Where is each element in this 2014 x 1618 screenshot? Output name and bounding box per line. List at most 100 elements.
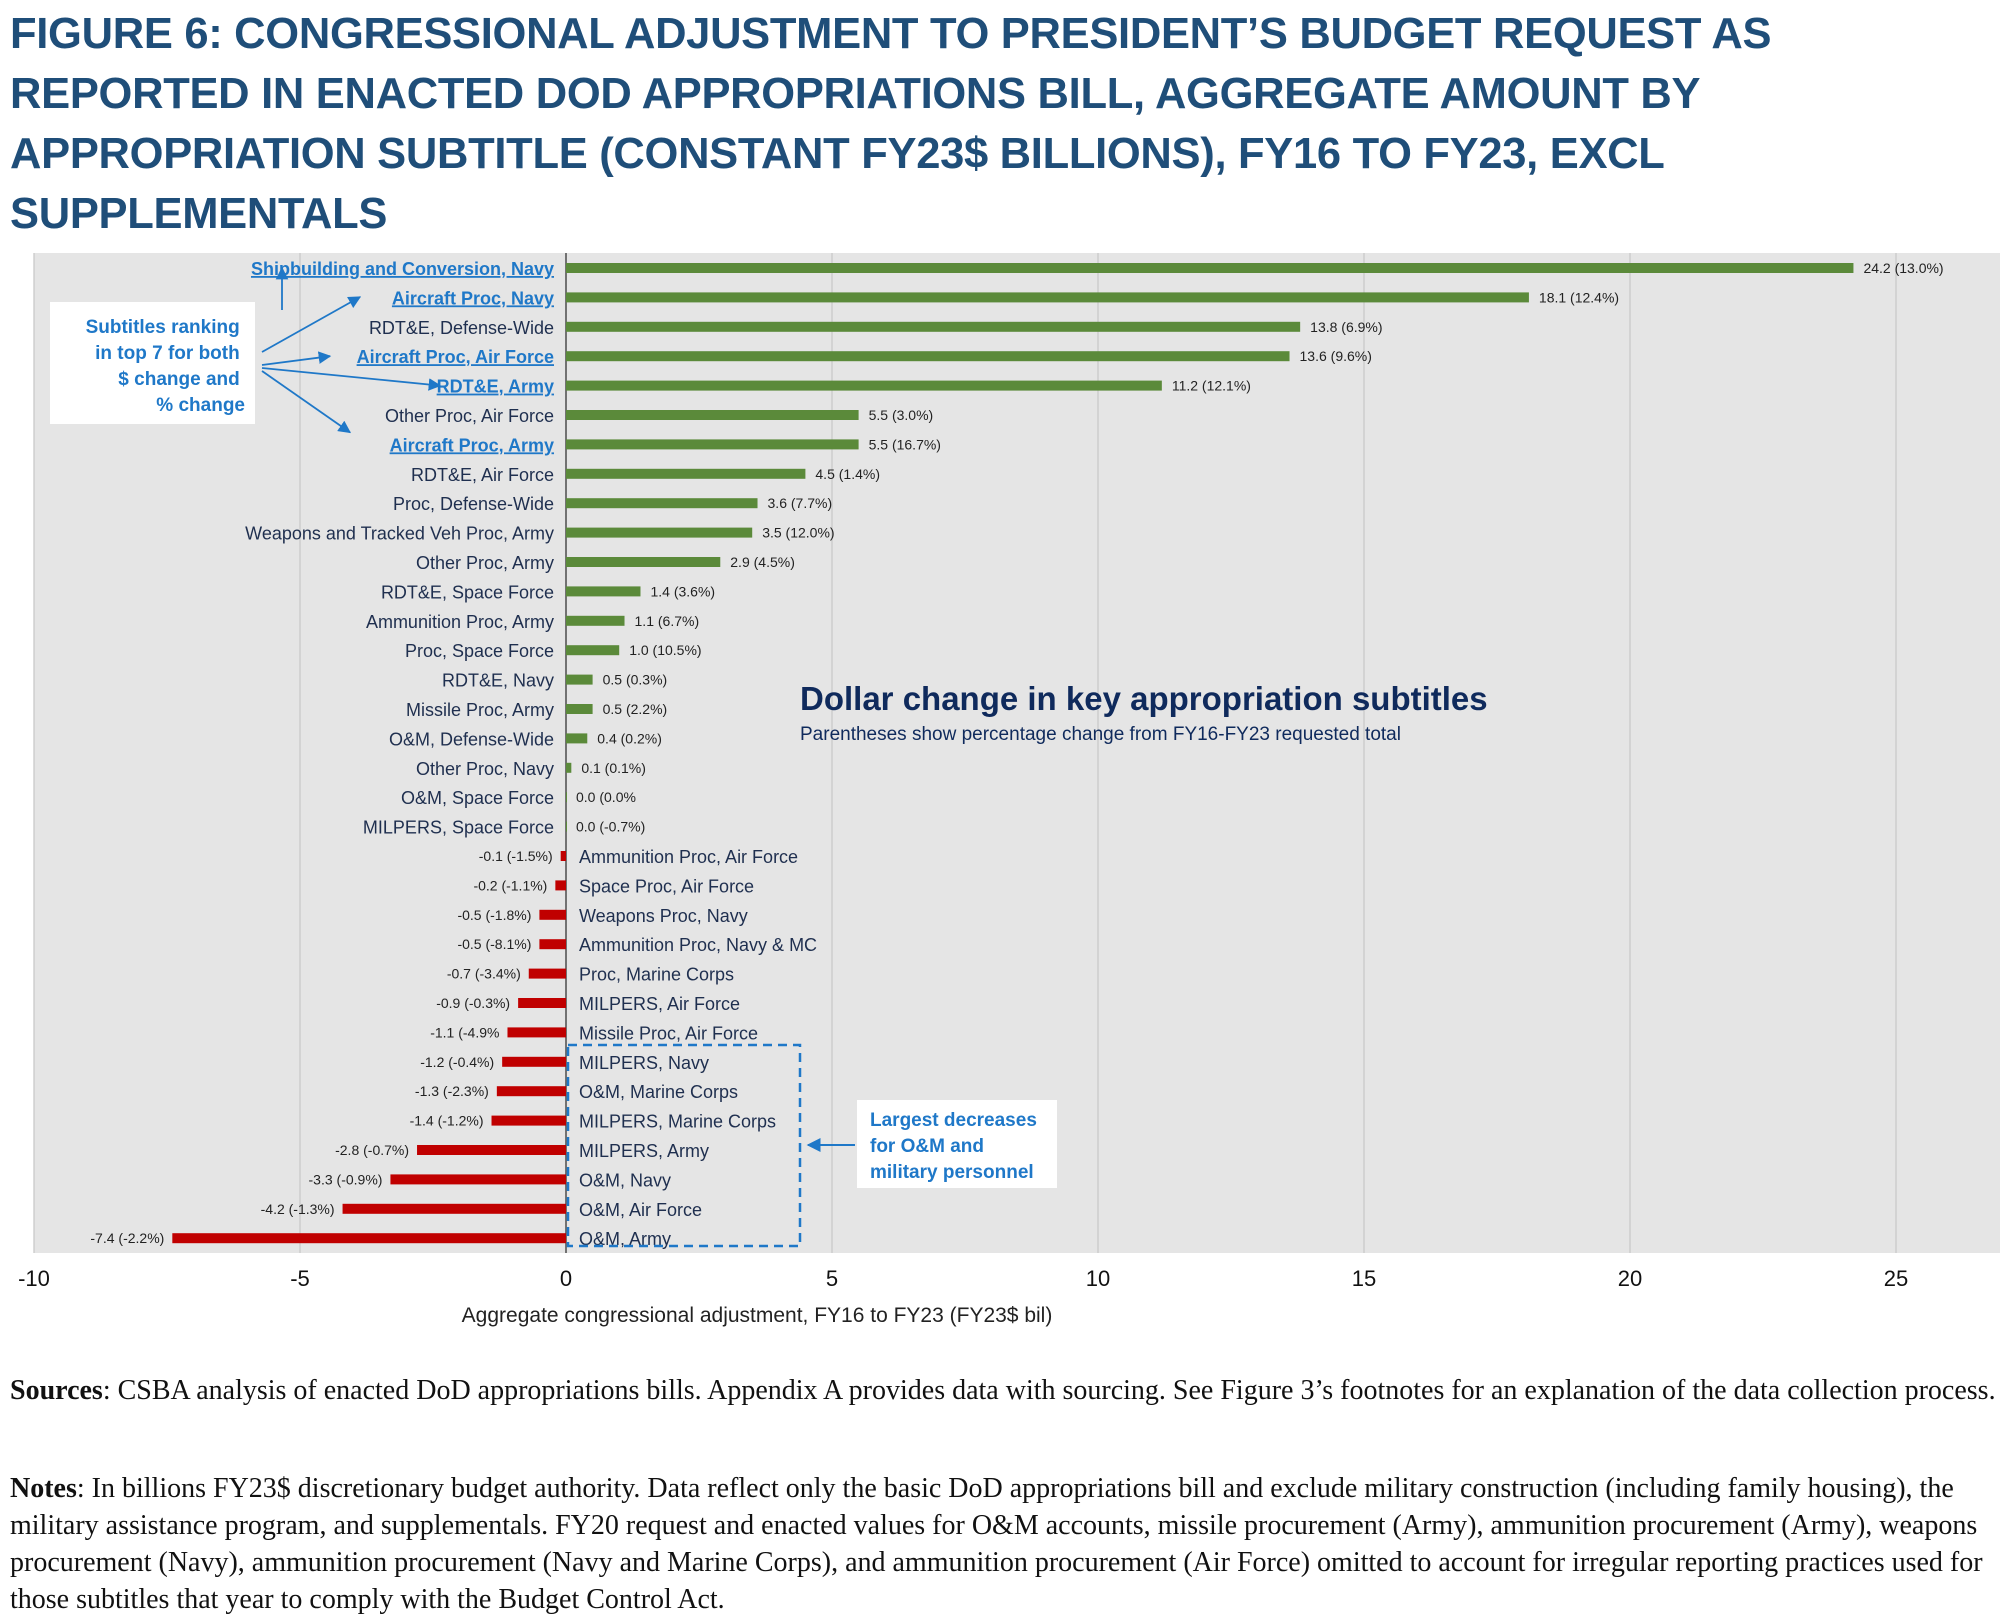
x-tick-label: 5 xyxy=(826,1266,838,1291)
category-label: Aircraft Proc, Army xyxy=(390,435,554,455)
bar xyxy=(172,1233,566,1244)
bar xyxy=(342,1203,566,1214)
category-label: Other Proc, Army xyxy=(416,553,554,573)
bar xyxy=(390,1174,566,1185)
data-label: 3.6 (7.7%) xyxy=(768,495,833,511)
bar xyxy=(566,615,625,626)
category-label: Missile Proc, Army xyxy=(406,700,554,720)
x-axis-label: Aggregate congressional adjustment, FY16… xyxy=(462,1304,1053,1327)
bar xyxy=(566,292,1529,303)
bar xyxy=(507,1027,566,1038)
category-label: Proc, Defense-Wide xyxy=(393,494,554,514)
data-label: -1.4 (-1.2%) xyxy=(410,1113,484,1129)
callout-arrows xyxy=(261,266,442,434)
data-label: -3.3 (-0.9%) xyxy=(309,1171,383,1187)
category-label: RDT&E, Navy xyxy=(442,671,554,691)
data-label: 24.2 (13.0%) xyxy=(1863,260,1943,276)
category-label: RDT&E, Space Force xyxy=(381,582,554,602)
top-ranking-callout-box xyxy=(50,302,255,424)
bar xyxy=(566,263,1854,273)
data-label: -7.4 (-2.2%) xyxy=(90,1230,164,1246)
bar xyxy=(566,410,859,420)
decreases-callout-box xyxy=(857,1100,1057,1188)
x-tick-label: 20 xyxy=(1618,1266,1642,1291)
notes-note: Notes: In billions FY23$ discretionary b… xyxy=(10,1473,1983,1615)
bar xyxy=(566,498,758,509)
chart-title: Dollar change in key appropriation subti… xyxy=(800,680,1488,717)
data-label: 0.5 (2.2%) xyxy=(603,701,668,717)
data-label: -4.2 (-1.3%) xyxy=(261,1201,335,1217)
x-axis-ticks: -10 -5 0 5 10 15 20 25 xyxy=(18,1266,1908,1291)
category-label: Space Proc, Air Force xyxy=(579,876,754,896)
category-label: O&M, Marine Corps xyxy=(579,1082,738,1102)
data-label: 0.0 (-0.7%) xyxy=(576,819,645,835)
data-label: 3.5 (12.0%) xyxy=(762,525,834,541)
data-label: -0.7 (-3.4%) xyxy=(447,966,521,982)
category-label: O&M, Defense-Wide xyxy=(389,729,554,749)
bar xyxy=(560,851,566,861)
callout-arrow xyxy=(261,296,362,353)
decreases-callout-text: Largest decreases for O&M and military p… xyxy=(870,1110,1042,1183)
data-label: -2.8 (-0.7%) xyxy=(335,1142,409,1158)
data-label: 1.4 (3.6%) xyxy=(650,583,715,599)
bar xyxy=(566,351,1290,362)
category-label: O&M, Army xyxy=(579,1229,671,1249)
data-label: 4.5 (1.4%) xyxy=(815,466,880,482)
category-label: O&M, Air Force xyxy=(579,1200,702,1220)
bar xyxy=(566,792,567,803)
x-tick-label: 15 xyxy=(1352,1266,1376,1291)
bar xyxy=(566,380,1162,391)
bar xyxy=(539,939,566,950)
top-ranking-callout-text: Subtitles ranking in top 7 for both $ ch… xyxy=(86,317,245,416)
bar xyxy=(566,674,593,685)
category-label: O&M, Navy xyxy=(579,1170,671,1190)
category-label: Weapons Proc, Navy xyxy=(579,906,748,926)
figure-title: FIGURE 6: CONGRESSIONAL ADJUSTMENT TO PR… xyxy=(10,10,1772,238)
x-tick-label: 25 xyxy=(1884,1266,1908,1291)
category-labels: Shipbuilding and Conversion, Navy Aircraf… xyxy=(245,259,817,1249)
bar xyxy=(502,1056,566,1067)
category-label: MILPERS, Air Force xyxy=(579,994,740,1014)
plot-area xyxy=(34,253,2000,1253)
bar-chart: Shipbuilding and Conversion, Navy Aircraf… xyxy=(18,253,2000,1327)
sources-note: Sources: CSBA analysis of enacted DoD ap… xyxy=(10,1375,1996,1406)
category-label: MILPERS, Marine Corps xyxy=(579,1112,776,1132)
x-tick-label: -10 xyxy=(18,1266,50,1291)
category-label: Shipbuilding and Conversion, Navy xyxy=(251,259,554,279)
category-label: Aircraft Proc, Navy xyxy=(392,288,554,308)
data-label: -1.1 (-4.9% xyxy=(430,1024,499,1040)
category-label: Ammunition Proc, Navy & MC xyxy=(579,935,817,955)
bar xyxy=(566,704,593,714)
category-label: MILPERS, Navy xyxy=(579,1053,709,1073)
category-label: Proc, Marine Corps xyxy=(579,965,734,985)
bar xyxy=(566,439,859,450)
data-label: 0.1 (0.1%) xyxy=(581,760,646,776)
category-label: Ammunition Proc, Air Force xyxy=(579,847,798,867)
bar xyxy=(496,1086,566,1097)
data-label: 13.8 (6.9%) xyxy=(1310,319,1382,335)
data-label: 1.1 (6.7%) xyxy=(635,613,700,629)
bar xyxy=(566,645,620,656)
bar xyxy=(555,880,566,891)
category-label: RDT&E, Defense-Wide xyxy=(369,318,554,338)
data-label: -0.5 (-8.1%) xyxy=(457,936,531,952)
data-label: 0.0 (0.0% xyxy=(576,789,636,805)
category-label: Missile Proc, Air Force xyxy=(579,1023,758,1043)
bar xyxy=(528,968,566,979)
category-label: Aircraft Proc, Air Force xyxy=(357,347,554,367)
data-label: 5.5 (3.0%) xyxy=(869,407,934,423)
data-label: 0.5 (0.3%) xyxy=(603,672,668,688)
data-label: 1.0 (10.5%) xyxy=(629,642,701,658)
category-label: Weapons and Tracked Veh Proc, Army xyxy=(245,524,554,544)
data-label: 11.2 (12.1%) xyxy=(1172,378,1251,394)
x-tick-label: -5 xyxy=(290,1266,310,1291)
bar xyxy=(539,909,566,920)
bar xyxy=(566,821,567,832)
category-label: Proc, Space Force xyxy=(405,641,554,661)
category-label: RDT&E, Air Force xyxy=(411,465,554,485)
data-label: 13.6 (9.6%) xyxy=(1300,348,1372,364)
x-tick-label: 10 xyxy=(1086,1266,1110,1291)
callout-arrow xyxy=(261,351,332,366)
bar xyxy=(566,762,572,773)
bar xyxy=(566,557,721,567)
